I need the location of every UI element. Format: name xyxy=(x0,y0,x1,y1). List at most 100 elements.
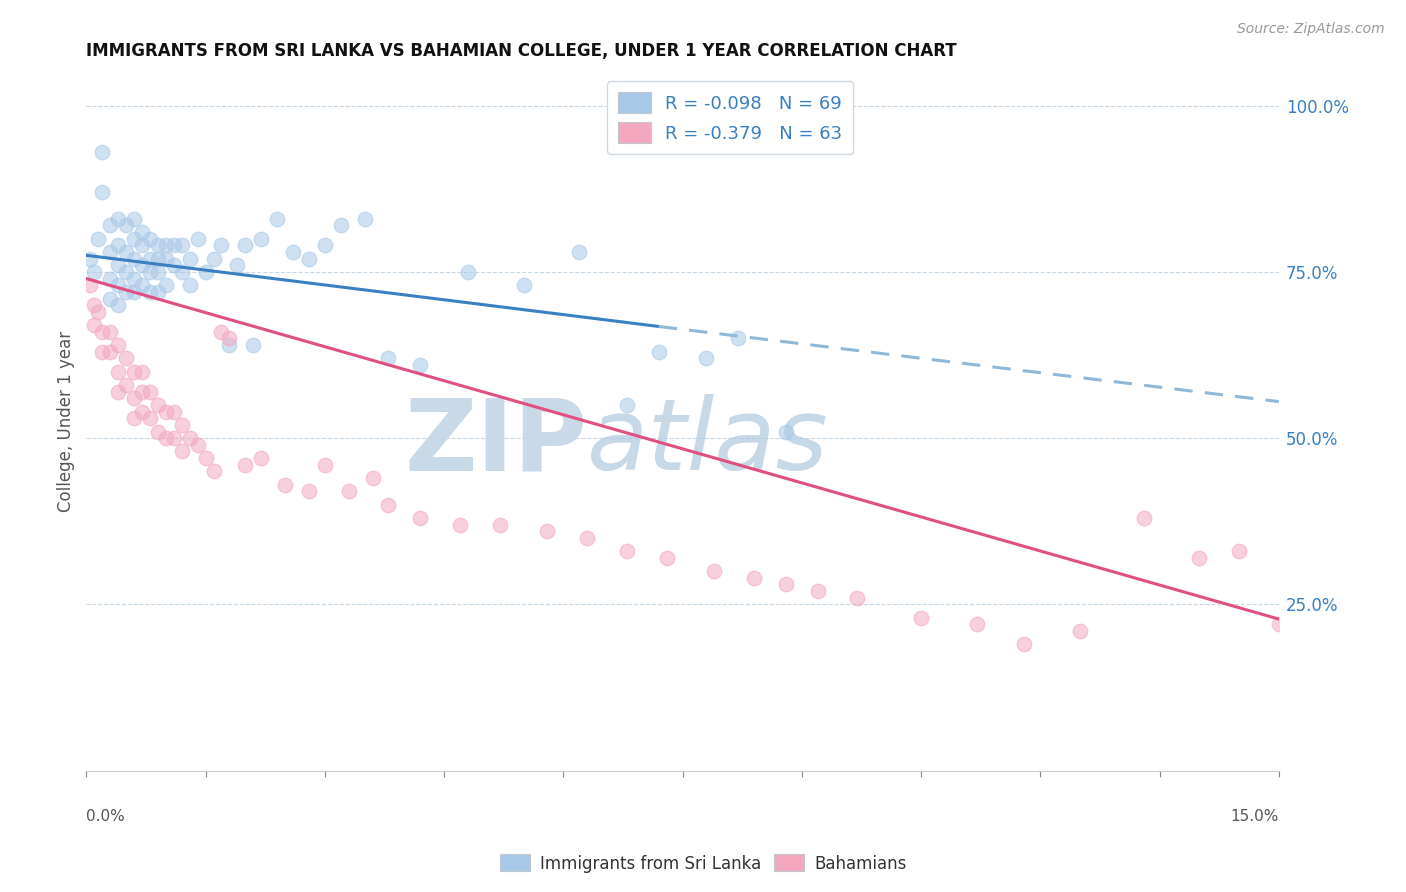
Point xyxy=(87,305,110,319)
Point xyxy=(202,252,225,266)
Point xyxy=(242,338,264,352)
Point xyxy=(146,398,169,412)
Point xyxy=(131,225,153,239)
Point xyxy=(727,331,749,345)
Point xyxy=(329,219,352,233)
Point xyxy=(91,344,114,359)
Point xyxy=(170,417,193,432)
Point xyxy=(91,185,114,199)
Point xyxy=(218,331,240,345)
Point xyxy=(655,550,678,565)
Point xyxy=(122,392,145,406)
Point xyxy=(298,484,321,499)
Point xyxy=(139,232,162,246)
Point xyxy=(807,584,830,599)
Point xyxy=(107,298,129,312)
Point xyxy=(648,344,671,359)
Point xyxy=(568,244,591,259)
Point xyxy=(616,398,638,412)
Point xyxy=(211,238,233,252)
Point xyxy=(163,238,186,252)
Point xyxy=(122,365,145,379)
Point xyxy=(1132,511,1154,525)
Point xyxy=(98,271,121,285)
Point xyxy=(91,325,114,339)
Point xyxy=(115,244,138,259)
Point xyxy=(298,252,321,266)
Point xyxy=(122,211,145,226)
Point xyxy=(775,577,797,591)
Point xyxy=(377,498,399,512)
Point xyxy=(218,338,240,352)
Point xyxy=(742,571,765,585)
Point xyxy=(107,211,129,226)
Point xyxy=(170,444,193,458)
Point xyxy=(576,531,599,545)
Point xyxy=(488,517,510,532)
Point xyxy=(775,425,797,439)
Point xyxy=(139,265,162,279)
Point xyxy=(179,431,201,445)
Point xyxy=(83,318,105,333)
Point xyxy=(536,524,558,539)
Point xyxy=(194,265,217,279)
Point xyxy=(163,258,186,272)
Point xyxy=(79,278,101,293)
Point xyxy=(703,564,725,578)
Point xyxy=(98,244,121,259)
Point xyxy=(98,292,121,306)
Point xyxy=(250,232,273,246)
Point xyxy=(83,298,105,312)
Point xyxy=(409,511,432,525)
Point xyxy=(194,451,217,466)
Text: 15.0%: 15.0% xyxy=(1230,809,1279,824)
Point xyxy=(695,351,717,366)
Point xyxy=(107,365,129,379)
Point xyxy=(131,238,153,252)
Point xyxy=(274,477,297,491)
Point xyxy=(131,278,153,293)
Point xyxy=(122,232,145,246)
Point xyxy=(115,219,138,233)
Point xyxy=(122,252,145,266)
Point xyxy=(98,325,121,339)
Point xyxy=(226,258,249,272)
Text: atlas: atlas xyxy=(588,394,828,491)
Point xyxy=(250,451,273,466)
Point xyxy=(115,285,138,299)
Point xyxy=(122,411,145,425)
Point xyxy=(115,378,138,392)
Point xyxy=(457,265,479,279)
Point xyxy=(87,232,110,246)
Point xyxy=(211,325,233,339)
Point xyxy=(98,219,121,233)
Legend: R = -0.098   N = 69, R = -0.379   N = 63: R = -0.098 N = 69, R = -0.379 N = 63 xyxy=(607,81,853,153)
Text: Source: ZipAtlas.com: Source: ZipAtlas.com xyxy=(1237,22,1385,37)
Point xyxy=(139,252,162,266)
Point xyxy=(512,278,534,293)
Point xyxy=(107,384,129,399)
Point xyxy=(314,238,336,252)
Point xyxy=(139,411,162,425)
Point xyxy=(910,611,932,625)
Point xyxy=(146,238,169,252)
Point xyxy=(146,285,169,299)
Point xyxy=(131,384,153,399)
Point xyxy=(131,365,153,379)
Point xyxy=(115,351,138,366)
Point xyxy=(98,344,121,359)
Point xyxy=(1227,544,1250,558)
Point xyxy=(187,232,209,246)
Point xyxy=(107,278,129,293)
Point xyxy=(233,238,256,252)
Point xyxy=(1069,624,1091,638)
Point xyxy=(107,338,129,352)
Point xyxy=(155,252,177,266)
Point xyxy=(146,425,169,439)
Point xyxy=(139,384,162,399)
Text: IMMIGRANTS FROM SRI LANKA VS BAHAMIAN COLLEGE, UNDER 1 YEAR CORRELATION CHART: IMMIGRANTS FROM SRI LANKA VS BAHAMIAN CO… xyxy=(86,42,957,60)
Point xyxy=(179,278,201,293)
Point xyxy=(202,465,225,479)
Text: ZIP: ZIP xyxy=(405,394,588,491)
Point xyxy=(233,458,256,472)
